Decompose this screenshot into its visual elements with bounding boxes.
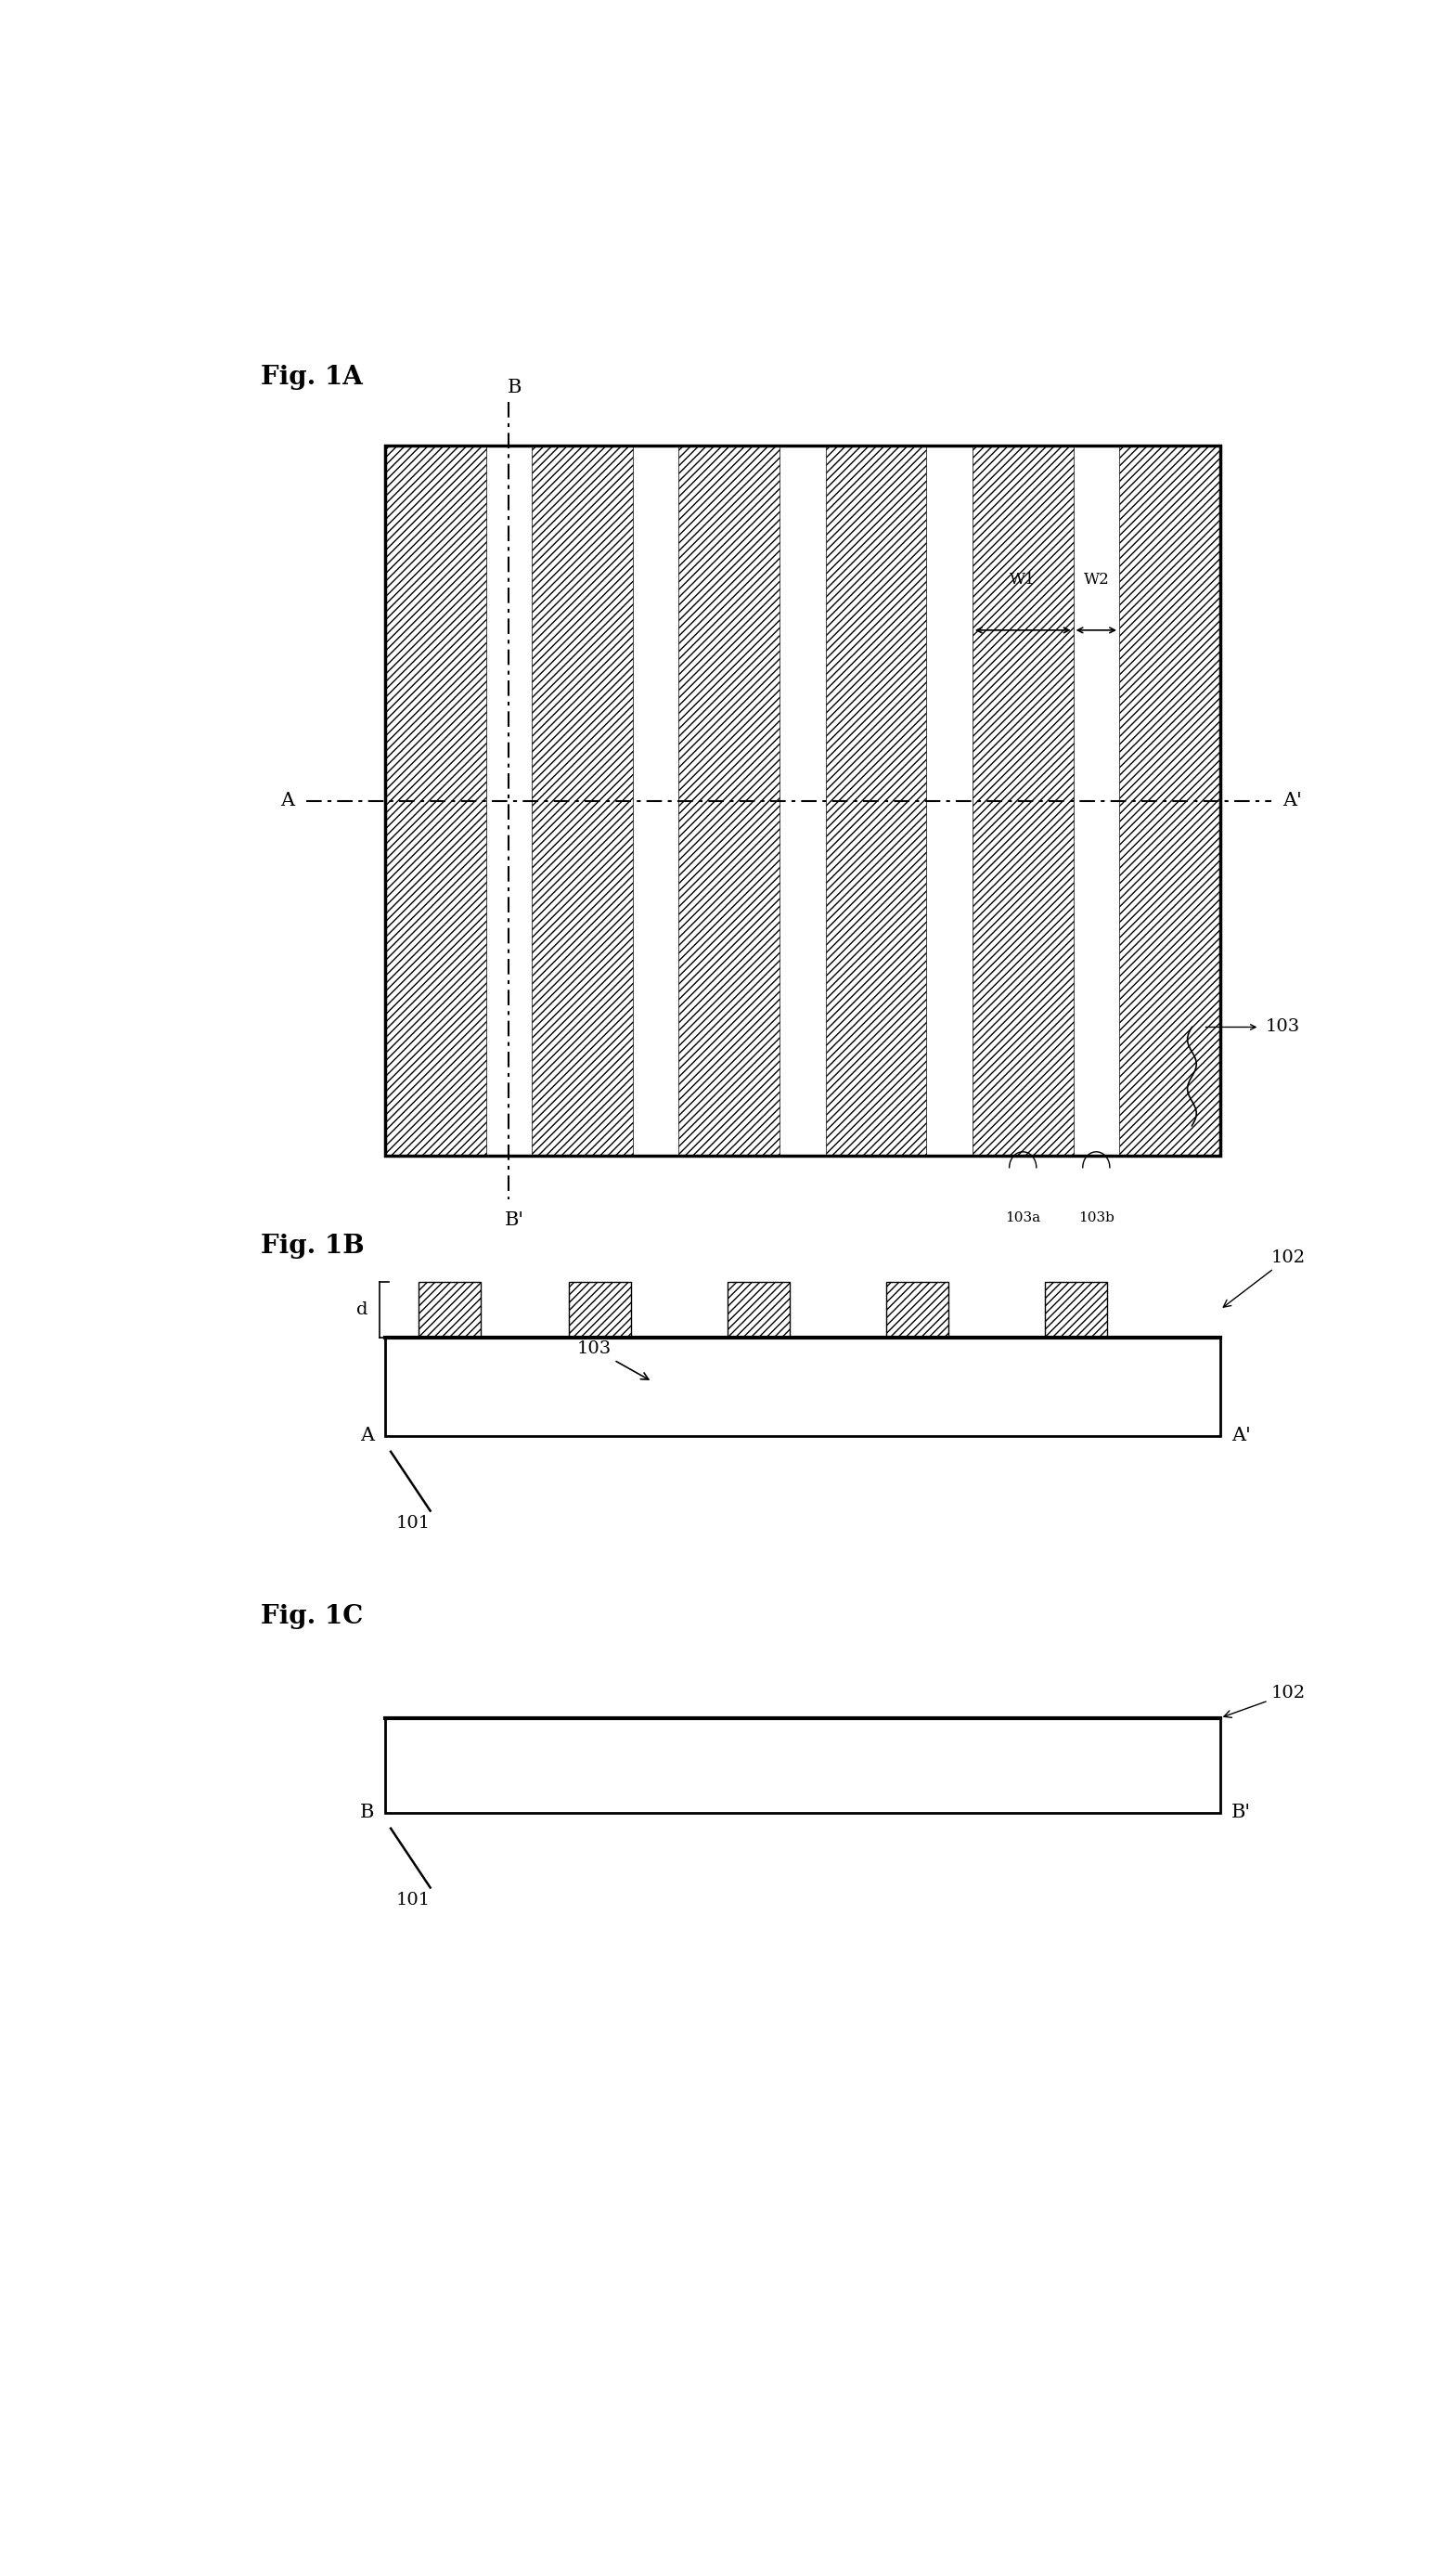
Text: A: A (360, 1427, 374, 1445)
Text: 103: 103 (577, 1340, 648, 1378)
Text: A: A (281, 792, 294, 810)
Text: B: B (360, 1804, 374, 1822)
Bar (531, 446, 633, 1155)
Text: 103b: 103b (1079, 1212, 1114, 1225)
Text: 101: 101 (396, 1514, 431, 1532)
Bar (1045, 1281, 1108, 1337)
Text: A': A' (1283, 792, 1302, 810)
Text: Fig. 1C: Fig. 1C (261, 1604, 364, 1629)
Text: A': A' (1232, 1427, 1251, 1445)
Bar (418, 1281, 480, 1337)
Text: B': B' (1232, 1804, 1251, 1822)
Text: 102: 102 (1223, 1250, 1306, 1307)
Text: W1: W1 (1010, 571, 1035, 587)
Bar (569, 1281, 632, 1337)
Bar (1120, 446, 1220, 1155)
Text: B': B' (505, 1212, 524, 1230)
Text: 102: 102 (1224, 1686, 1306, 1717)
Text: Fig. 1A: Fig. 1A (261, 366, 363, 389)
Text: 101: 101 (396, 1891, 431, 1909)
Bar (678, 446, 779, 1155)
Bar (973, 446, 1073, 1155)
Bar (887, 1281, 949, 1337)
Bar (384, 1719, 1220, 1814)
Text: B: B (508, 379, 521, 397)
Bar (826, 446, 926, 1155)
Bar (728, 1281, 791, 1337)
Text: Fig. 1B: Fig. 1B (261, 1232, 364, 1258)
Text: d: d (357, 1301, 368, 1317)
Bar (384, 446, 1220, 1155)
Bar (384, 446, 1220, 1155)
Bar (384, 1337, 1220, 1435)
Bar (384, 446, 486, 1155)
Text: W2: W2 (1083, 571, 1109, 587)
Text: 103: 103 (1265, 1020, 1300, 1035)
Text: 103a: 103a (1005, 1212, 1041, 1225)
